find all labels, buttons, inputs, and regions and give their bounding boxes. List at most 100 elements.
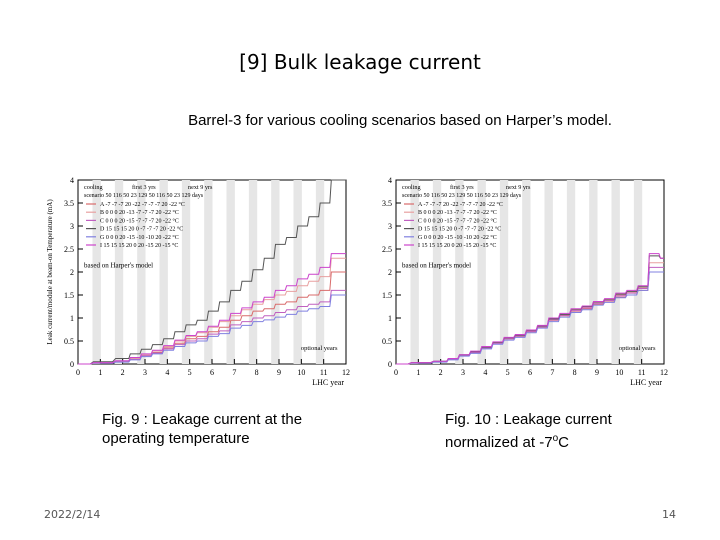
annotation-optional-years: optional years — [619, 345, 656, 352]
season-band — [92, 180, 96, 364]
y-tick-label: 1.5 — [64, 291, 74, 300]
season-band — [616, 180, 620, 364]
legend-entry: C 0 0 0 20 -15 -7 -7 -7 20 -22 °C — [100, 217, 179, 224]
y-tick-label: 0.5 — [64, 337, 74, 346]
x-tick-label: 10 — [297, 368, 305, 377]
legend-entry: I 15 15 15 20 0 20 -15 20 -15 °C — [100, 242, 178, 249]
x-tick-label: 7 — [550, 368, 554, 377]
legend-header: first 3 yrs — [132, 184, 156, 191]
season-band — [457, 180, 461, 364]
y-tick-label: 3 — [70, 222, 74, 231]
season-band — [572, 180, 576, 364]
season-band — [524, 180, 528, 364]
season-band — [187, 180, 191, 364]
figure-10-caption-text: Fig. 10 : Leakage current normalized at … — [445, 411, 612, 451]
legend-entry: G 0 0 0 20 -15 -10 -10 20 -22 °C — [100, 234, 179, 241]
x-tick-label: 2 — [439, 368, 443, 377]
season-band — [204, 180, 208, 364]
season-band — [611, 180, 615, 364]
series-line-I — [78, 253, 346, 365]
legend-scenario-row: scenario 50 116 50 23 129 50 116 50 23 1… — [402, 193, 522, 199]
x-tick-label: 8 — [573, 368, 577, 377]
y-tick-label: 0 — [70, 360, 74, 369]
slide-title: [9] Bulk leakage current — [239, 50, 481, 74]
degree-superscript: o — [552, 433, 559, 444]
x-tick-label: 5 — [506, 368, 510, 377]
season-band — [206, 180, 210, 364]
season-band — [271, 180, 275, 364]
season-band — [181, 180, 185, 364]
legend-scenario-row: scenario 50 116 50 23 129 50 116 50 23 1… — [84, 193, 204, 199]
x-tick-label: 9 — [277, 368, 281, 377]
season-band — [505, 180, 509, 364]
season-band — [184, 180, 188, 364]
season-band — [636, 180, 640, 364]
season-band — [248, 180, 252, 364]
season-band — [460, 180, 464, 364]
season-band — [273, 180, 277, 364]
x-tick-label: 6 — [210, 368, 214, 377]
y-tick-label: 4 — [388, 176, 392, 185]
season-band — [589, 180, 593, 364]
y-tick-label: 2 — [70, 268, 74, 277]
season-band — [114, 180, 118, 364]
season-band — [296, 180, 300, 364]
x-axis-label: LHC year — [630, 378, 662, 387]
x-tick-label: 12 — [660, 368, 668, 377]
series-line-G — [396, 271, 664, 365]
season-band — [547, 180, 551, 364]
x-tick-label: 7 — [232, 368, 236, 377]
y-tick-label: 3.5 — [382, 199, 392, 208]
slide-subtitle: Barrel-3 for various cooling scenarios b… — [188, 112, 612, 129]
season-band — [164, 180, 168, 364]
y-tick-label: 2.5 — [382, 245, 392, 254]
legend-header: first 3 yrs — [450, 184, 474, 191]
season-band — [413, 180, 417, 364]
season-band — [455, 180, 459, 364]
legend-entry: A -7 -7 -7 20 -22 -7 -7 -7 20 -22 °C — [418, 201, 503, 208]
season-band — [229, 180, 233, 364]
y-tick-label: 1.5 — [382, 291, 392, 300]
season-band — [569, 180, 573, 364]
y-tick-label: 3 — [388, 222, 392, 231]
x-tick-label: 4 — [165, 368, 169, 377]
annotation-model: based on Harper's model — [402, 261, 471, 269]
series-line-C — [78, 289, 346, 365]
season-band — [639, 180, 643, 364]
season-band — [482, 180, 486, 364]
y-tick-label: 1 — [388, 314, 392, 323]
legend-entry: D 15 15 15 20 0 -7 -7 -7 20 -22 °C — [100, 226, 183, 233]
x-tick-label: 0 — [394, 368, 398, 377]
season-band — [142, 180, 146, 364]
y-tick-label: 1 — [70, 314, 74, 323]
legend-header: cooling — [84, 184, 103, 191]
season-band — [97, 180, 101, 364]
x-tick-label: 3 — [461, 368, 465, 377]
legend-header: cooling — [402, 184, 421, 191]
y-tick-label: 3.5 — [64, 199, 74, 208]
figure-9-caption: Fig. 9 : Leakage current at the operatin… — [102, 411, 303, 447]
x-tick-label: 1 — [416, 368, 420, 377]
season-band — [231, 180, 235, 364]
legend-header: next 9 yrs — [188, 184, 213, 191]
season-band — [549, 180, 553, 364]
season-band — [633, 180, 637, 364]
x-tick-label: 5 — [188, 368, 192, 377]
y-tick-label: 0.5 — [382, 337, 392, 346]
season-band — [298, 180, 302, 364]
season-band — [591, 180, 595, 364]
season-band — [209, 180, 213, 364]
season-band — [566, 180, 570, 364]
y-tick-label: 2.5 — [64, 245, 74, 254]
season-band — [502, 180, 506, 364]
x-tick-label: 11 — [320, 368, 328, 377]
legend-entry: I 15 15 15 20 0 20 -15 20 -15 °C — [418, 242, 496, 249]
y-tick-label: 2 — [388, 268, 392, 277]
y-axis-label: Leak current/module at beam-on Temperatu… — [46, 199, 54, 345]
annotation-optional-years: optional years — [301, 345, 338, 352]
season-band — [95, 180, 99, 364]
season-band — [415, 180, 419, 364]
season-band — [117, 180, 121, 364]
series-line-D — [78, 179, 346, 365]
